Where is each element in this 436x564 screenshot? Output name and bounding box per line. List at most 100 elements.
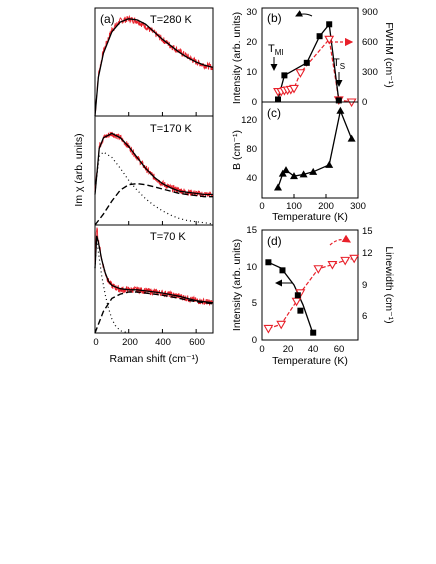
panel-d-y-tick: 0 xyxy=(252,335,257,346)
dashed-component-line xyxy=(94,182,213,226)
panel-b-y-tick: 30 xyxy=(246,7,257,18)
temp-label-170k: T=170 K xyxy=(150,123,193,135)
panel-a-170k: T=170 K xyxy=(94,115,214,226)
intensity-marker xyxy=(310,329,317,336)
fwhm-marker xyxy=(289,84,299,94)
dotted-component-line xyxy=(94,151,214,225)
intensity-marker xyxy=(275,96,281,103)
panel-d-x-tick: 20 xyxy=(283,344,294,355)
panel-a-x-tick: 0 xyxy=(93,337,98,348)
panel-a-x-label: Raman shift (cm⁻¹) xyxy=(110,353,199,365)
panel-b-y-tick: 20 xyxy=(246,37,257,48)
panel-b-y-tick: 0 xyxy=(252,97,257,108)
intensity-marker xyxy=(316,33,323,40)
b-parameter-marker xyxy=(299,170,308,178)
intensity-marker xyxy=(294,292,301,299)
panel-a-280k: (a) T=280 K xyxy=(94,7,214,117)
intensity-marker xyxy=(326,21,333,28)
spectrum-fit-line xyxy=(94,235,214,304)
panel-d-x-label: Temperature (K) xyxy=(272,355,348,367)
intensity-marker xyxy=(279,267,286,274)
annotation-ts: TS xyxy=(333,57,345,71)
annotation-ts-sub: S xyxy=(340,62,345,71)
panel-d-plot xyxy=(263,254,360,336)
panel-c-y-tick: 40 xyxy=(246,173,257,184)
panel-b-y-tick: 10 xyxy=(246,67,257,78)
panel-c-plot xyxy=(261,106,359,198)
panel-a-70k: T=70 K xyxy=(94,224,214,334)
panel-d-y2-label: Linewidth (cm⁻¹) xyxy=(383,246,395,323)
panel-d-y-tick: 10 xyxy=(246,262,257,273)
panel-a-280k-plot xyxy=(94,14,214,117)
panel-a-x-tick: 200 xyxy=(122,337,138,348)
linewidth-marker xyxy=(276,320,287,330)
panel-d-x-tick: 0 xyxy=(259,344,264,355)
panel-c-x-label: Temperature (K) xyxy=(272,211,348,223)
panel-a-x-tick: 600 xyxy=(189,337,205,348)
spectrum-fit-line xyxy=(94,132,213,196)
temp-label-280k: T=280 K xyxy=(150,14,193,26)
panel-a-x-ticks: 0 200 400 600 xyxy=(93,337,205,348)
panel-c-x-tick: 200 xyxy=(318,201,334,212)
panel-d-y-ticks: 0 5 10 15 xyxy=(246,225,257,346)
panel-d-y2-tick: 15 xyxy=(362,226,373,237)
panel-a-170k-plot xyxy=(94,131,214,226)
panel-c-y-ticks: 40 80 120 xyxy=(241,115,257,184)
panel-b-y2-ticks: 0 300 600 900 xyxy=(362,7,378,108)
b-parameter-line xyxy=(277,108,353,188)
panel-d-x-tick: 60 xyxy=(334,344,345,355)
linewidth-axis-arrow xyxy=(329,234,352,246)
fwhm-marker xyxy=(324,35,335,45)
panel-b-y2-tick: 300 xyxy=(362,67,378,78)
intensity-marker xyxy=(281,72,288,79)
panel-c-frame xyxy=(261,101,359,199)
panel-a-y-label: Im χ (arb. units) xyxy=(73,133,85,206)
panel-d-label: (d) xyxy=(267,234,282,248)
panel-c-x-ticks: 0 100 200 300 xyxy=(259,201,366,212)
panel-c: (c) 40 80 120 0 100 200 300 Temperature … xyxy=(231,101,366,223)
panel-b-y2-tick: 900 xyxy=(362,7,378,18)
linewidth-line xyxy=(268,257,355,330)
intensity-axis-arrow xyxy=(295,10,313,17)
panel-c-y-tick: 120 xyxy=(241,115,257,126)
spectrum-fit-line xyxy=(94,18,214,117)
b-parameter-marker xyxy=(282,166,290,174)
intensity-marker xyxy=(297,307,304,314)
panel-a-70k-plot xyxy=(94,227,214,334)
b-parameter-marker xyxy=(290,172,298,180)
b-parameter-marker xyxy=(325,160,334,168)
dashed-component-line xyxy=(94,291,214,334)
panel-c-x-tick: 0 xyxy=(259,201,264,212)
panel-c-label: (c) xyxy=(267,106,281,120)
panel-d-x-tick: 40 xyxy=(308,344,319,355)
b-parameter-marker xyxy=(274,183,282,191)
panel-c-x-tick: 300 xyxy=(350,201,366,212)
panel-a-x-tick: 400 xyxy=(155,337,171,348)
panel-a-70k-frame xyxy=(94,224,214,334)
linewidth-marker xyxy=(313,265,324,274)
panel-d-frame xyxy=(261,229,359,341)
panel-d-x-ticks: 0 20 40 60 xyxy=(259,344,344,355)
annotation-tmi: TMI xyxy=(268,43,284,57)
panel-c-x-tick: 100 xyxy=(286,201,302,212)
panel-b-y2-tick: 600 xyxy=(362,37,378,48)
intensity-marker xyxy=(265,259,272,266)
panel-a: (a) T=280 K T=170 K T=70 K 0 200 400 600… xyxy=(73,7,214,365)
intensity-marker xyxy=(335,97,342,104)
linewidth-marker xyxy=(263,324,274,334)
intensity-marker xyxy=(303,59,310,66)
panel-d-y-tick: 5 xyxy=(252,298,257,309)
panel-d: (d) 0 5 10 15 6 9 12 15 0 20 40 60 Tempe… xyxy=(231,225,395,367)
spectrum-data-line xyxy=(94,14,214,117)
panel-c-y-label: B (cm⁻¹) xyxy=(231,130,243,170)
panel-a-label: (a) xyxy=(100,12,115,26)
linewidth-marker xyxy=(291,297,302,307)
annotation-ts-main: T xyxy=(333,57,340,69)
panel-b-y-ticks: 0 10 20 30 xyxy=(246,7,257,108)
panel-d-y-tick: 15 xyxy=(246,225,257,236)
panel-b-y2-tick: 0 xyxy=(362,97,367,108)
linewidth-marker xyxy=(327,261,338,270)
annotation-tmi-main: T xyxy=(268,43,275,55)
b-parameter-marker xyxy=(336,106,345,114)
